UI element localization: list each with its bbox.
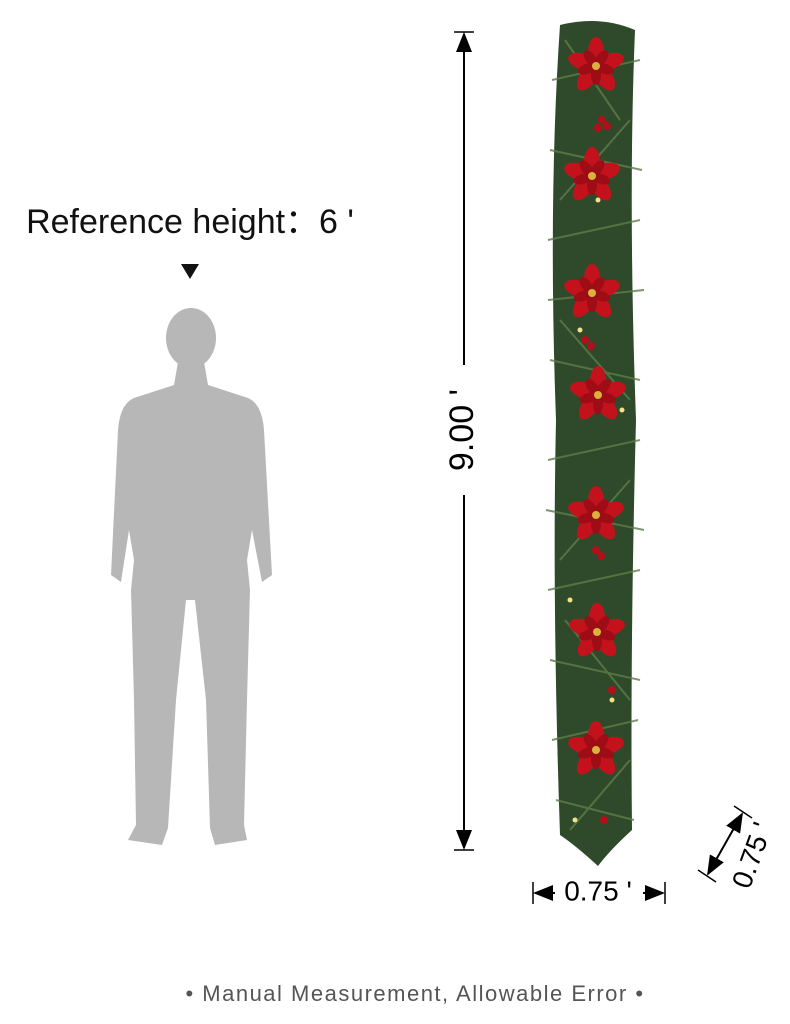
width-label: 0.75 '	[564, 875, 632, 906]
depth-dimension: 0.75 '	[697, 805, 778, 892]
person-silhouette	[111, 308, 272, 845]
garland	[545, 21, 645, 866]
length-label: 9.00 '	[443, 389, 481, 471]
reference-label: Reference height：6 '	[26, 203, 354, 241]
width-dimension: 0.75 '	[532, 875, 666, 906]
pointer	[181, 264, 199, 279]
length-dimension: 9.00 '	[443, 31, 481, 851]
footer-note: • Manual Measurement, Allowable Error •	[185, 981, 644, 1006]
